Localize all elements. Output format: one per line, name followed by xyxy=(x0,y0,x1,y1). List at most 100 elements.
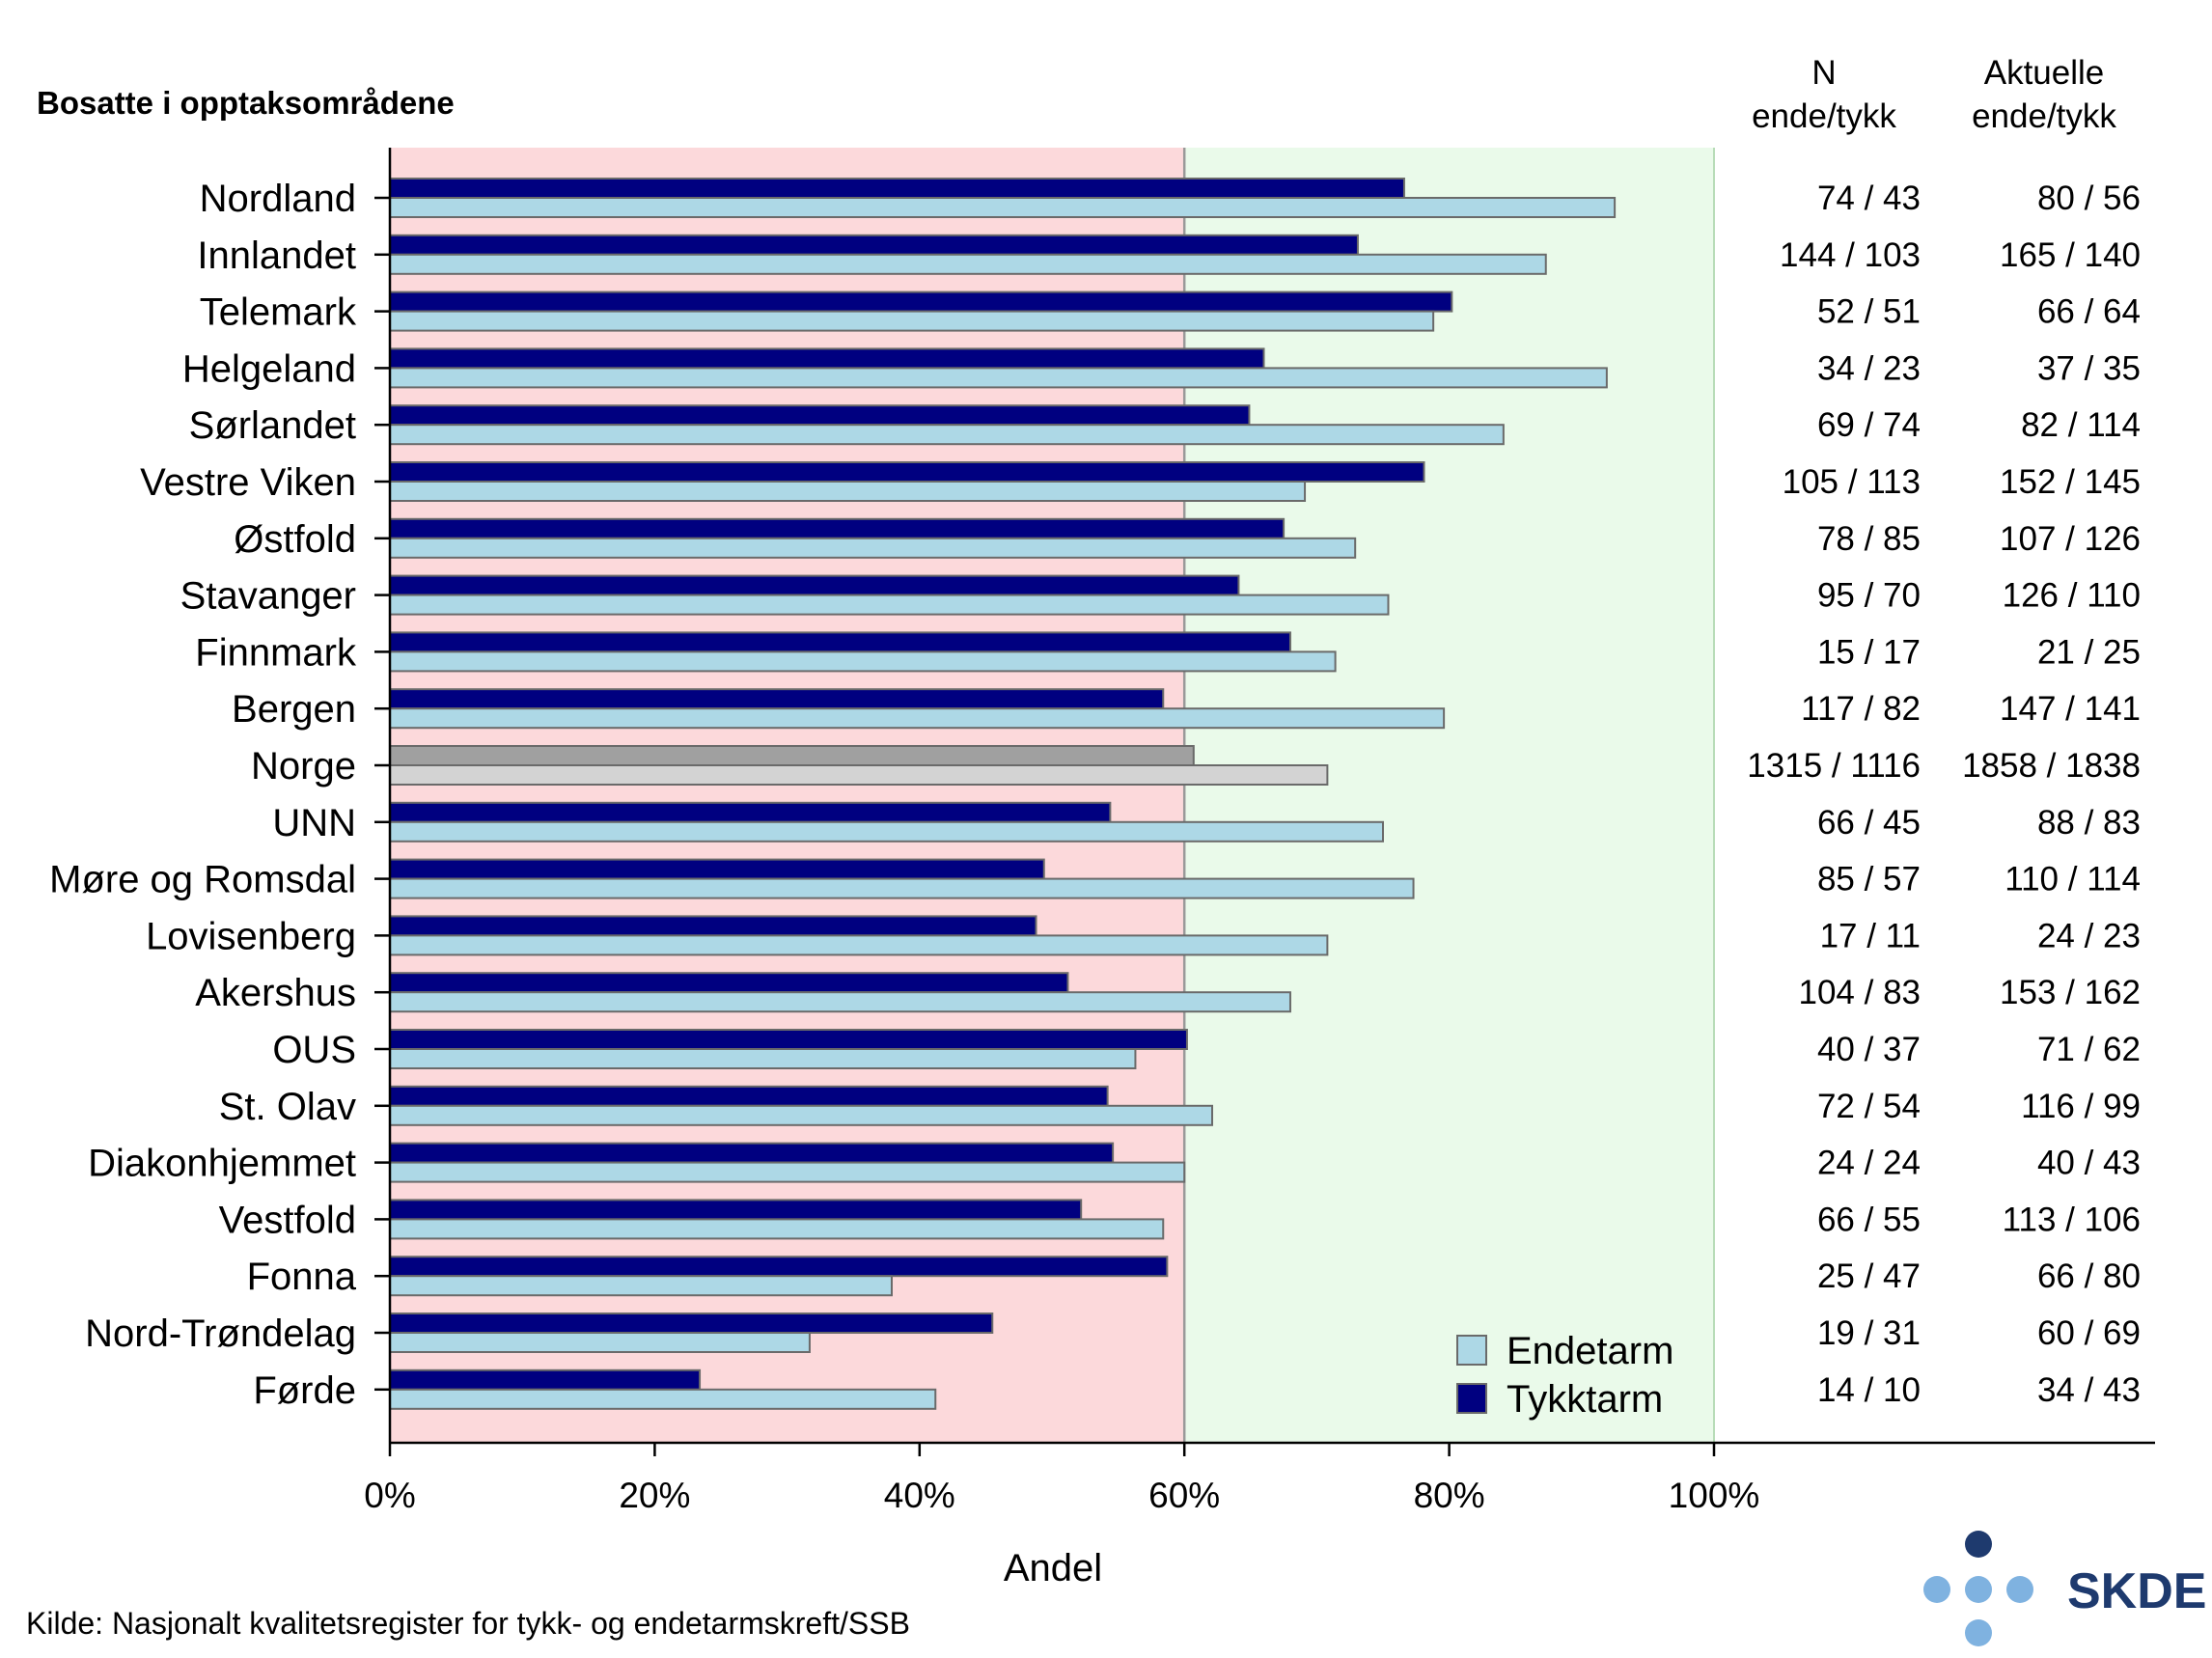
bar-tykktarm-11 xyxy=(389,801,1112,823)
category-label-5: Vestre Viken xyxy=(140,461,356,504)
bar-endetarm-9 xyxy=(389,707,1446,730)
x-axis-title: Andel xyxy=(1004,1547,1102,1589)
table-cell-0-3: 34 / 23 xyxy=(1817,349,1921,387)
bar-endetarm-5 xyxy=(389,481,1307,502)
table-cell-0-13: 17 / 11 xyxy=(1820,917,1921,954)
category-label-11: UNN xyxy=(272,802,356,844)
x-tick-label-4: 80% xyxy=(1414,1476,1485,1515)
x-tick-label-5: 100% xyxy=(1669,1476,1760,1515)
logo-dot-top xyxy=(1965,1531,1992,1558)
bar-tykktarm-1 xyxy=(389,234,1359,256)
bar-tykktarm-19 xyxy=(389,1256,1169,1278)
table-cell-1-4: 82 / 114 xyxy=(2021,406,2141,444)
category-label-15: OUS xyxy=(272,1029,356,1071)
bar-tykktarm-21 xyxy=(389,1368,702,1391)
category-label-6: Østfold xyxy=(234,518,356,561)
table-cell-1-5: 152 / 145 xyxy=(2000,463,2141,501)
legend: Endetarm Tykktarm xyxy=(1456,1330,1673,1421)
table-cell-0-20: 19 / 31 xyxy=(1817,1314,1921,1352)
category-label-3: Helgeland xyxy=(182,347,356,390)
bar-endetarm-17 xyxy=(389,1161,1186,1183)
category-label-18: Vestfold xyxy=(219,1199,356,1241)
bar-tykktarm-5 xyxy=(389,461,1425,483)
bar-tykktarm-4 xyxy=(389,404,1251,427)
category-label-9: Bergen xyxy=(232,688,356,731)
bar-tykktarm-18 xyxy=(389,1199,1083,1221)
table-cell-0-10: 1315 / 1116 xyxy=(1747,747,1921,785)
skde-logo: SKDE xyxy=(1923,1531,2206,1646)
table-cell-0-21: 14 / 10 xyxy=(1817,1371,1921,1409)
bar-tykktarm-20 xyxy=(389,1313,994,1334)
legend-label-endetarm: Endetarm xyxy=(1507,1330,1673,1372)
table-cell-0-9: 117 / 82 xyxy=(1801,690,1921,728)
bar-endetarm-3 xyxy=(389,367,1608,389)
table-cell-1-19: 66 / 80 xyxy=(2037,1257,2141,1295)
table-cell-1-0: 80 / 56 xyxy=(2037,180,2141,217)
table-cell-0-5: 105 / 113 xyxy=(1783,463,1921,501)
bar-endetarm-7 xyxy=(389,594,1390,616)
table-cell-1-12: 110 / 114 xyxy=(2005,861,2141,898)
table-cell-1-7: 126 / 110 xyxy=(2003,577,2141,615)
bar-endetarm-19 xyxy=(389,1275,893,1297)
category-label-14: Akershus xyxy=(195,972,356,1014)
table-cell-1-13: 24 / 23 xyxy=(2037,917,2141,954)
table-header-0-line2: ende/tykk xyxy=(1752,97,1896,135)
category-label-12: Møre og Romsdal xyxy=(49,859,356,901)
table-cell-0-1: 144 / 103 xyxy=(1780,236,1921,274)
logo-dot-left xyxy=(1923,1576,1950,1603)
category-label-10: Norge xyxy=(251,745,356,788)
bar-endetarm-12 xyxy=(389,877,1415,899)
bar-endetarm-1 xyxy=(389,253,1547,275)
category-label-16: St. Olav xyxy=(219,1086,356,1128)
x-tick-label-0: 0% xyxy=(364,1476,415,1515)
bar-tykktarm-8 xyxy=(389,631,1291,653)
table-cell-0-4: 69 / 74 xyxy=(1817,406,1921,444)
table-cell-1-18: 113 / 106 xyxy=(2003,1201,2141,1238)
bar-endetarm-15 xyxy=(389,1048,1137,1069)
table-cell-1-14: 153 / 162 xyxy=(2000,974,2141,1011)
bar-endetarm-11 xyxy=(389,820,1384,843)
table-cell-1-2: 66 / 64 xyxy=(2037,293,2141,331)
legend-swatch-endetarm xyxy=(1456,1335,1487,1366)
chart-subtitle: Bosatte i opptaksområdene xyxy=(37,85,455,121)
table-cell-0-6: 78 / 85 xyxy=(1817,520,1921,558)
table-cell-1-20: 60 / 69 xyxy=(2037,1314,2141,1352)
axes: 0% 20% 40% 60% 80% 100% xyxy=(364,148,2155,1515)
logo-dot-center xyxy=(1965,1576,1992,1603)
table-cell-0-8: 15 / 17 xyxy=(1817,633,1921,671)
category-label-13: Lovisenberg xyxy=(146,915,356,957)
bar-endetarm-14 xyxy=(389,991,1291,1013)
table-cell-0-12: 85 / 57 xyxy=(1817,861,1921,898)
bar-endetarm-18 xyxy=(389,1218,1165,1240)
bar-tykktarm-17 xyxy=(389,1142,1115,1164)
category-label-8: Finnmark xyxy=(195,631,357,674)
bar-endetarm-2 xyxy=(389,310,1435,332)
bar-endetarm-20 xyxy=(389,1332,811,1353)
category-label-20: Nord-Trøndelag xyxy=(85,1313,356,1355)
table-header-1-line2: ende/tykk xyxy=(1972,97,2116,135)
table-cell-1-8: 21 / 25 xyxy=(2037,633,2141,671)
bar-endetarm-4 xyxy=(389,424,1505,446)
legend-label-tykktarm: Tykktarm xyxy=(1507,1378,1663,1421)
table-cell-1-15: 71 / 62 xyxy=(2037,1031,2141,1068)
category-labels: Nordland Innlandet Telemark Helgeland Sørlan… xyxy=(49,178,390,1412)
table-cell-0-2: 52 / 51 xyxy=(1817,293,1921,331)
bar-tykktarm-16 xyxy=(389,1085,1109,1107)
x-tick-label-2: 40% xyxy=(884,1476,955,1515)
zone-1 xyxy=(1184,148,1714,1443)
category-label-17: Diakonhjemmet xyxy=(88,1143,356,1185)
bar-tykktarm-6 xyxy=(389,517,1286,539)
background-zones xyxy=(390,148,1715,1443)
bar-tykktarm-9 xyxy=(389,688,1165,710)
table-cell-0-14: 104 / 83 xyxy=(1799,974,1922,1011)
bar-endetarm-16 xyxy=(389,1104,1214,1126)
table-cell-0-18: 66 / 55 xyxy=(1817,1201,1921,1238)
table-cell-1-11: 88 / 83 xyxy=(2037,804,2141,842)
logo-dot-bottom xyxy=(1965,1619,1992,1646)
x-tick-label-1: 20% xyxy=(619,1476,690,1515)
table-cell-1-3: 37 / 35 xyxy=(2037,349,2141,387)
category-label-1: Innlandet xyxy=(197,235,356,277)
logo-dot-right xyxy=(2006,1576,2033,1603)
